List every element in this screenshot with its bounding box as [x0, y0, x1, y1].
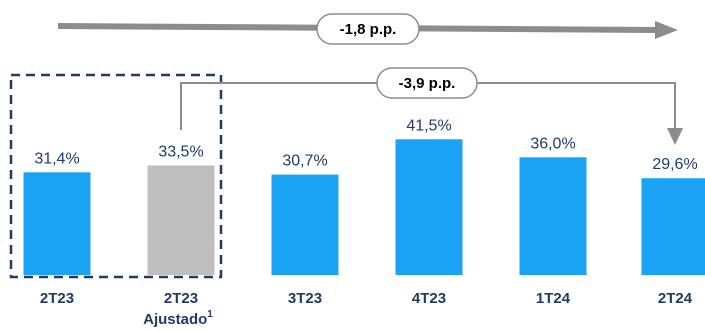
bar-1 — [147, 165, 215, 275]
bracket-annotation-bubble — [376, 67, 478, 99]
bar-0 — [23, 172, 91, 275]
value-label-4: 36,0% — [530, 135, 575, 152]
bar-3 — [395, 139, 463, 275]
category-label-5: 2T24 — [658, 290, 693, 307]
category-sublabel-1: Ajustado1 — [143, 309, 213, 328]
bracket-arrowhead — [667, 128, 683, 145]
category-label-1: 2T23 — [164, 290, 198, 307]
value-label-2: 30,7% — [282, 153, 327, 170]
trend-arrowhead — [655, 21, 678, 39]
bars-layer — [23, 139, 705, 275]
value-label-5: 29,6% — [652, 156, 697, 173]
trend-annotation-label: -1,8 p.p. — [340, 21, 397, 38]
value-label-1: 33,5% — [158, 143, 203, 160]
bar-5 — [641, 178, 705, 275]
highlight-box — [9, 73, 223, 279]
category-label-4: 1T24 — [536, 290, 571, 307]
category-label-3: 4T23 — [412, 290, 446, 307]
labels-layer: 31,4% 2T23 33,5% 2T23 Ajustado1 30,7% 3T23 41,5… — [34, 117, 697, 328]
bar-2 — [271, 174, 339, 275]
bar-4 — [519, 157, 587, 275]
trend-annotation-bubble — [316, 13, 420, 45]
value-label-0: 31,4% — [34, 150, 79, 167]
bracket-annotation-label: -3,9 p.p. — [399, 75, 456, 92]
category-label-2: 3T23 — [288, 290, 322, 307]
category-label-0: 2T23 — [40, 290, 74, 307]
value-label-3: 41,5% — [406, 117, 451, 134]
